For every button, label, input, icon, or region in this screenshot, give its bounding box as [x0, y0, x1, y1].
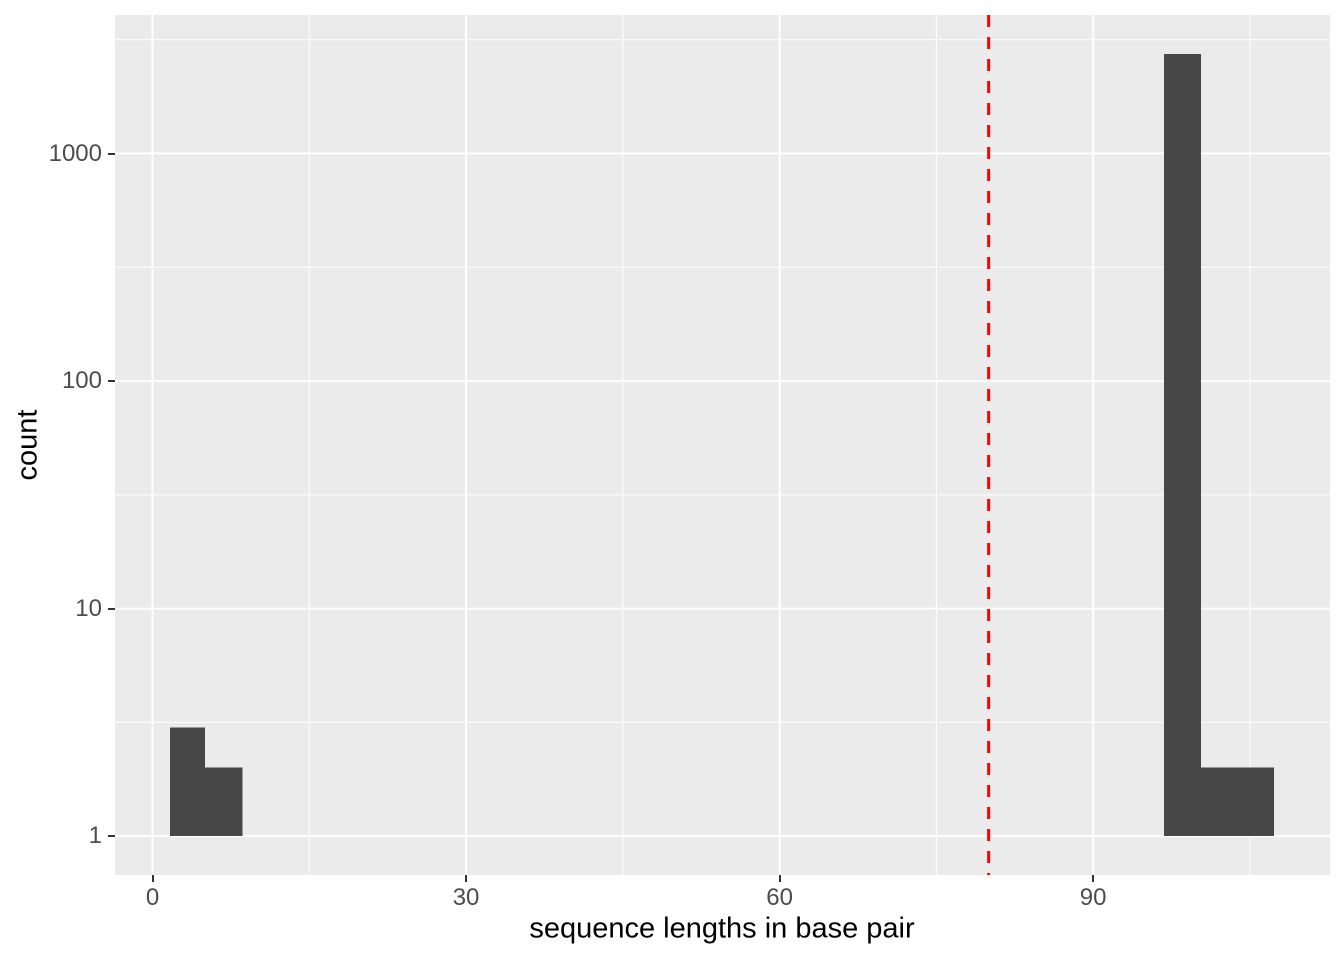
x-tick-label: 0	[145, 884, 160, 911]
y-tick-label: 10	[75, 594, 102, 622]
histogram-bar	[1201, 767, 1239, 837]
histogram-bar	[1164, 53, 1202, 837]
y-tick-label: 1	[88, 822, 102, 850]
x-tick-label: 90	[1079, 884, 1107, 911]
minor-gridlines	[115, 15, 1330, 875]
y-axis-title: count	[11, 409, 44, 481]
x-tick-mark	[151, 875, 154, 882]
x-tick-mark	[465, 875, 468, 882]
x-axis-title: sequence lengths in base pair	[529, 912, 915, 945]
plot-panel	[115, 15, 1330, 875]
histogram-bar	[1238, 767, 1274, 837]
y-tick-mark	[108, 835, 115, 838]
histogram-svg	[115, 15, 1330, 875]
x-tick-mark	[778, 875, 781, 882]
y-tick-label: 100	[61, 367, 102, 395]
y-tick-label: 1000	[48, 139, 102, 167]
histogram-bars	[169, 53, 1274, 837]
y-tick-mark	[108, 152, 115, 155]
x-tick-label: 60	[766, 884, 793, 911]
y-tick-mark	[108, 380, 115, 383]
x-tick-label: 30	[452, 884, 480, 911]
x-tick-mark	[1092, 875, 1095, 882]
y-tick-mark	[108, 607, 115, 610]
histogram-bar	[205, 767, 243, 837]
histogram-bar	[169, 727, 206, 837]
major-gridlines	[115, 15, 1330, 875]
